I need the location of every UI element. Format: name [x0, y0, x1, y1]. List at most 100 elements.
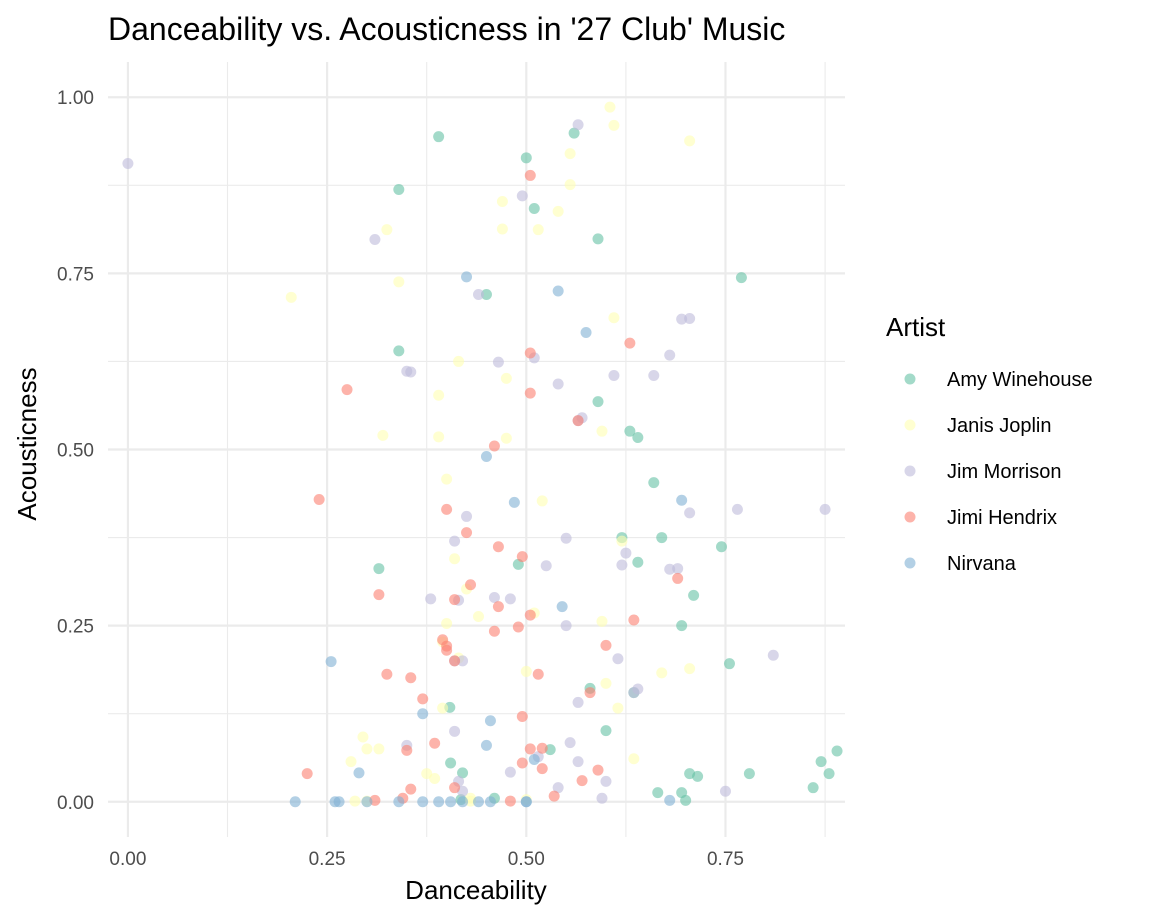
data-point-janis-joplin [564, 179, 576, 191]
data-point-janis-joplin [441, 473, 453, 485]
y-tick-label: 0.75 [57, 264, 94, 285]
data-point-nirvana [353, 767, 365, 779]
data-point-jimi-hendrix [516, 757, 528, 769]
tick-labels: 0.00 0.25 0.50 0.75 0.00 0.25 0.50 0.75 1.00 [57, 88, 744, 870]
data-point-janis-joplin [472, 610, 484, 622]
data-point-amy-winehouse [433, 131, 445, 143]
data-point-jimi-hendrix [441, 503, 453, 515]
data-point-amy-winehouse [656, 532, 668, 544]
data-point-jim-morrison [504, 593, 516, 605]
data-point-jim-morrison [684, 507, 696, 519]
data-point-nirvana [480, 451, 492, 463]
data-point-jimi-hendrix [373, 589, 385, 601]
data-point-janis-joplin [496, 196, 508, 207]
data-point-janis-joplin [656, 667, 668, 679]
data-point-jimi-hendrix [524, 387, 536, 399]
data-point-amy-winehouse [592, 396, 604, 408]
data-point-nirvana [676, 494, 688, 506]
data-point-jim-morrison [122, 157, 134, 169]
data-point-jim-morrison [672, 563, 684, 575]
data-point-amy-winehouse [528, 203, 540, 215]
data-point-nirvana [461, 271, 473, 283]
data-point-jimi-hendrix [512, 621, 524, 633]
data-point-amy-winehouse [652, 787, 664, 799]
data-point-amy-winehouse [480, 289, 492, 300]
y-tick-label: 1.00 [57, 88, 94, 109]
data-point-nirvana [508, 496, 520, 508]
data-point-amy-winehouse [823, 768, 835, 780]
data-point-amy-winehouse [600, 725, 612, 737]
data-point-amy-winehouse [592, 233, 604, 245]
data-point-jim-morrison [552, 782, 564, 794]
data-point-nirvana [417, 796, 429, 808]
x-tick-label: 0.25 [309, 849, 346, 870]
data-point-janis-joplin [612, 702, 624, 714]
data-point-janis-joplin [552, 205, 564, 217]
data-point-jimi-hendrix [548, 790, 560, 802]
data-point-jimi-hendrix [536, 763, 548, 775]
grid [108, 62, 845, 837]
data-point-amy-winehouse [648, 477, 660, 489]
data-point-jim-morrison [461, 510, 473, 522]
legend-key-janis-joplin [904, 419, 916, 431]
legend-label-nirvana: Nirvana [947, 553, 1017, 575]
data-point-jimi-hendrix [341, 384, 353, 396]
data-point-jim-morrison [488, 591, 500, 603]
data-point-nirvana [528, 754, 540, 765]
data-point-nirvana [333, 796, 345, 808]
data-point-jimi-hendrix [628, 614, 640, 626]
data-point-amy-winehouse [393, 184, 405, 196]
data-point-jim-morrison [819, 503, 831, 515]
data-point-jimi-hendrix [572, 415, 584, 427]
data-point-amy-winehouse [716, 541, 728, 553]
data-point-jimi-hendrix [449, 655, 461, 667]
data-point-janis-joplin [596, 615, 608, 627]
data-point-jim-morrison [516, 190, 528, 202]
legend-label-janis-joplin: Janis Joplin [947, 415, 1052, 437]
data-point-jimi-hendrix [301, 768, 313, 780]
data-point-jimi-hendrix [592, 764, 604, 776]
data-point-jimi-hendrix [524, 609, 536, 621]
data-point-janis-joplin [500, 372, 512, 384]
chart-title: Danceability vs. Acousticness in '27 Clu… [108, 11, 785, 47]
data-point-jim-morrison [600, 775, 612, 787]
data-point-jimi-hendrix [524, 169, 536, 181]
data-point-jim-morrison [369, 234, 381, 246]
data-point-janis-joplin [433, 389, 445, 401]
data-point-amy-winehouse [692, 770, 704, 782]
data-point-janis-joplin [433, 431, 445, 443]
data-point-amy-winehouse [568, 127, 580, 139]
data-point-jimi-hendrix [600, 639, 612, 651]
data-point-jim-morrison [540, 560, 552, 572]
data-point-jimi-hendrix [488, 625, 500, 637]
data-point-janis-joplin [449, 553, 461, 565]
y-tick-label: 0.50 [57, 441, 94, 462]
data-point-janis-joplin [373, 743, 385, 755]
data-point-jimi-hendrix [417, 693, 429, 705]
data-point-jimi-hendrix [584, 687, 596, 699]
data-point-nirvana [417, 708, 429, 720]
data-point-janis-joplin [393, 276, 405, 288]
data-point-janis-joplin [608, 119, 620, 131]
data-point-jimi-hendrix [576, 775, 588, 787]
data-point-amy-winehouse [520, 152, 532, 164]
data-point-jim-morrison [664, 349, 676, 361]
data-point-jimi-hendrix [536, 742, 548, 754]
data-point-jimi-hendrix [516, 711, 528, 723]
data-point-jim-morrison [405, 366, 417, 378]
data-point-janis-joplin [437, 702, 449, 714]
data-point-nirvana [361, 796, 373, 808]
data-point-amy-winehouse [688, 589, 700, 601]
data-point-jimi-hendrix [313, 494, 325, 506]
data-point-nirvana [664, 794, 676, 806]
legend-key-jim-morrison [904, 465, 916, 477]
data-point-amy-winehouse [831, 745, 843, 757]
data-point-jimi-hendrix [532, 668, 544, 680]
data-point-nirvana [472, 796, 484, 808]
data-point-jim-morrison [628, 687, 640, 699]
data-point-janis-joplin [345, 756, 357, 768]
data-point-jim-morrison [572, 119, 584, 131]
data-point-jim-morrison [620, 547, 632, 559]
data-point-amy-winehouse [735, 272, 747, 284]
data-point-jimi-hendrix [405, 783, 417, 795]
